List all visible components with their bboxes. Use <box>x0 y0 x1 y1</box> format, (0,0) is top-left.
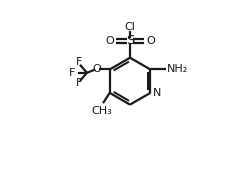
Text: F: F <box>76 78 82 88</box>
Text: O: O <box>105 36 114 46</box>
Text: NH₂: NH₂ <box>166 64 188 74</box>
Text: O: O <box>146 36 155 46</box>
Text: S: S <box>126 34 134 48</box>
Text: F: F <box>69 68 75 78</box>
Text: N: N <box>153 88 161 98</box>
Text: F: F <box>76 57 82 67</box>
Text: CH₃: CH₃ <box>92 106 112 116</box>
Text: Cl: Cl <box>124 22 135 32</box>
Text: O: O <box>93 64 101 74</box>
